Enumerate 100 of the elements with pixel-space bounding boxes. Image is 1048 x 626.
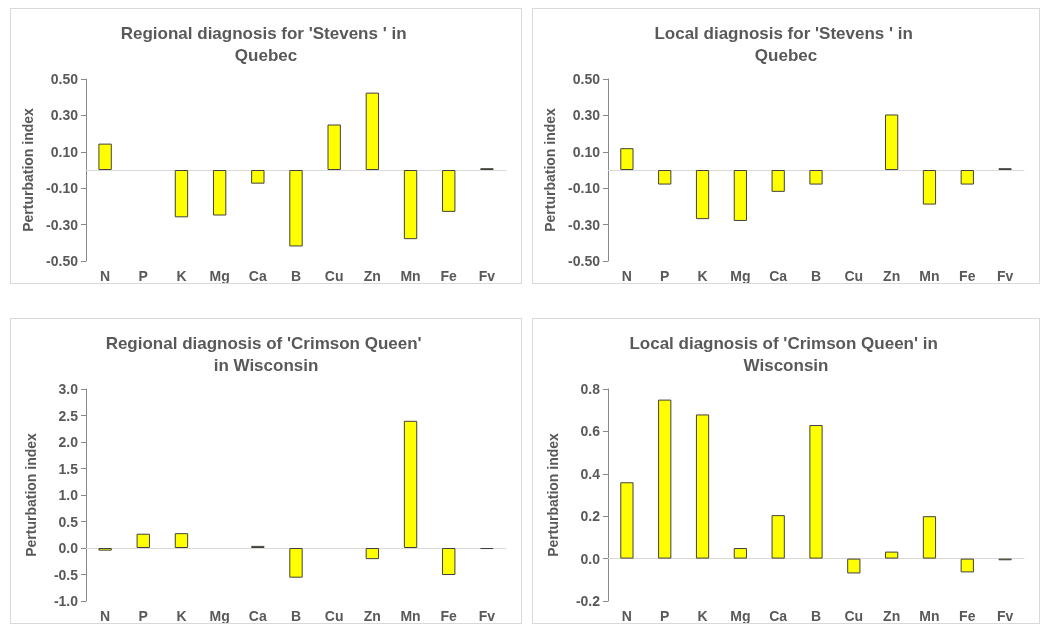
bar bbox=[174, 170, 189, 218]
chart-title: Regional diagnosis of 'Crimson Queen' in Wisconsin bbox=[105, 333, 427, 375]
x-tick-label: Fe bbox=[440, 608, 458, 624]
x-tick-label: Fe bbox=[959, 608, 976, 624]
y-tick-label: -0.5 bbox=[53, 566, 79, 583]
bar bbox=[922, 170, 937, 205]
x-tick-label: Mg bbox=[209, 268, 230, 284]
y-tick-label: -0.30 bbox=[568, 216, 601, 233]
x-tick-label: B bbox=[290, 268, 302, 284]
x-tick-label: Mg bbox=[730, 268, 751, 284]
x-tick-label: N bbox=[100, 608, 111, 624]
x-tick-label: P bbox=[660, 608, 670, 624]
y-tick-label: 0.30 bbox=[572, 107, 601, 124]
bar bbox=[922, 516, 937, 559]
x-tick-label: Fe bbox=[959, 268, 976, 284]
chart-title: Local diagnosis of 'Crimson Queen' in Wisconsin bbox=[629, 333, 943, 375]
bar bbox=[442, 548, 456, 576]
bar bbox=[809, 425, 823, 559]
x-tick-label: Ca bbox=[248, 608, 267, 624]
x-tick-label: Mg bbox=[209, 608, 230, 624]
y-tick-label: 0.8 bbox=[580, 381, 601, 397]
x-tick-label: Cu bbox=[844, 268, 864, 284]
bar bbox=[771, 515, 785, 559]
x-tick-label: P bbox=[138, 268, 148, 284]
bar bbox=[960, 170, 974, 185]
y-tick-label: 0.5 bbox=[58, 513, 79, 530]
y-axis-title: Perturbation index bbox=[542, 107, 559, 232]
x-tick-label: N bbox=[621, 608, 632, 624]
x-tick-label: B bbox=[810, 608, 822, 624]
bar bbox=[442, 170, 456, 212]
bar bbox=[695, 414, 710, 559]
bar bbox=[847, 558, 861, 574]
bar bbox=[809, 170, 823, 185]
y-tick-label: 0.50 bbox=[50, 71, 79, 87]
y-tick-label: 1.0 bbox=[58, 487, 79, 503]
bar bbox=[620, 148, 634, 170]
x-tick-label: Zn bbox=[363, 268, 381, 284]
y-tick-label: 0.4 bbox=[580, 465, 601, 482]
x-tick-label: Mn bbox=[919, 268, 940, 284]
y-tick-label: -0.50 bbox=[568, 253, 601, 269]
x-tick-label: K bbox=[697, 608, 708, 624]
x-tick-label: Fv bbox=[478, 268, 496, 284]
y-tick-label: 0.6 bbox=[580, 423, 601, 440]
y-tick-label: -0.10 bbox=[568, 180, 601, 197]
bar bbox=[733, 170, 747, 221]
x-tick-label: K bbox=[176, 608, 187, 624]
x-tick-label: Ca bbox=[769, 608, 788, 624]
x-tick-label: Cu bbox=[844, 608, 864, 624]
y-tick-label: -0.2 bbox=[575, 593, 601, 609]
x-tick-label: P bbox=[660, 268, 670, 284]
x-tick-label: K bbox=[697, 268, 708, 284]
x-tick-label: B bbox=[810, 268, 822, 284]
x-tick-label: Mn bbox=[400, 268, 421, 284]
x-tick-label: Cu bbox=[324, 608, 344, 624]
bar bbox=[365, 92, 380, 170]
bar bbox=[885, 551, 899, 559]
x-tick-label: Fv bbox=[996, 608, 1014, 624]
x-tick-label: Fe bbox=[440, 268, 458, 284]
y-tick-label: 2.0 bbox=[58, 434, 79, 450]
x-tick-label: Ca bbox=[769, 268, 788, 284]
y-tick-label: -0.10 bbox=[46, 180, 79, 197]
bar bbox=[403, 420, 418, 548]
y-tick-label: -1.0 bbox=[53, 593, 79, 609]
x-tick-label: N bbox=[621, 268, 632, 284]
y-tick-label: 0.0 bbox=[58, 540, 79, 556]
bar bbox=[98, 143, 112, 170]
bar bbox=[620, 482, 634, 559]
x-tick-label: Zn bbox=[883, 608, 901, 624]
y-axis-title: Perturbation index bbox=[20, 107, 37, 232]
bar bbox=[212, 170, 227, 216]
y-tick-label: 0.30 bbox=[50, 107, 79, 124]
bar bbox=[403, 170, 418, 240]
x-tick-label: N bbox=[100, 268, 111, 284]
y-tick-label: 1.5 bbox=[58, 460, 79, 477]
bar bbox=[733, 548, 747, 559]
bar bbox=[885, 114, 899, 170]
x-tick-label: Mg bbox=[730, 608, 751, 624]
bar bbox=[251, 170, 265, 184]
bar bbox=[658, 399, 672, 559]
y-tick-label: 0.50 bbox=[572, 71, 601, 87]
y-tick-label: -0.50 bbox=[46, 253, 79, 269]
x-tick-label: K bbox=[176, 268, 187, 284]
bar bbox=[771, 170, 785, 192]
x-tick-label: Fv bbox=[478, 608, 496, 624]
x-tick-label: Zn bbox=[363, 608, 381, 624]
bar bbox=[289, 170, 303, 247]
chart-title: Local diagnosis for 'Stevens ' in Quebec bbox=[654, 23, 918, 65]
x-tick-label: Zn bbox=[883, 268, 901, 284]
x-tick-label: Mn bbox=[400, 608, 421, 624]
y-tick-label: -0.30 bbox=[46, 216, 79, 233]
bar bbox=[658, 170, 672, 185]
y-tick-label: 3.0 bbox=[58, 381, 79, 397]
x-tick-label: Ca bbox=[248, 268, 267, 284]
y-tick-label: 0.2 bbox=[580, 508, 601, 525]
bar bbox=[174, 533, 189, 548]
y-tick-label: 0.10 bbox=[50, 143, 79, 160]
y-tick-label: 2.5 bbox=[58, 407, 79, 424]
x-tick-label: Fv bbox=[996, 268, 1014, 284]
bar bbox=[365, 548, 380, 560]
x-tick-label: B bbox=[290, 608, 302, 624]
